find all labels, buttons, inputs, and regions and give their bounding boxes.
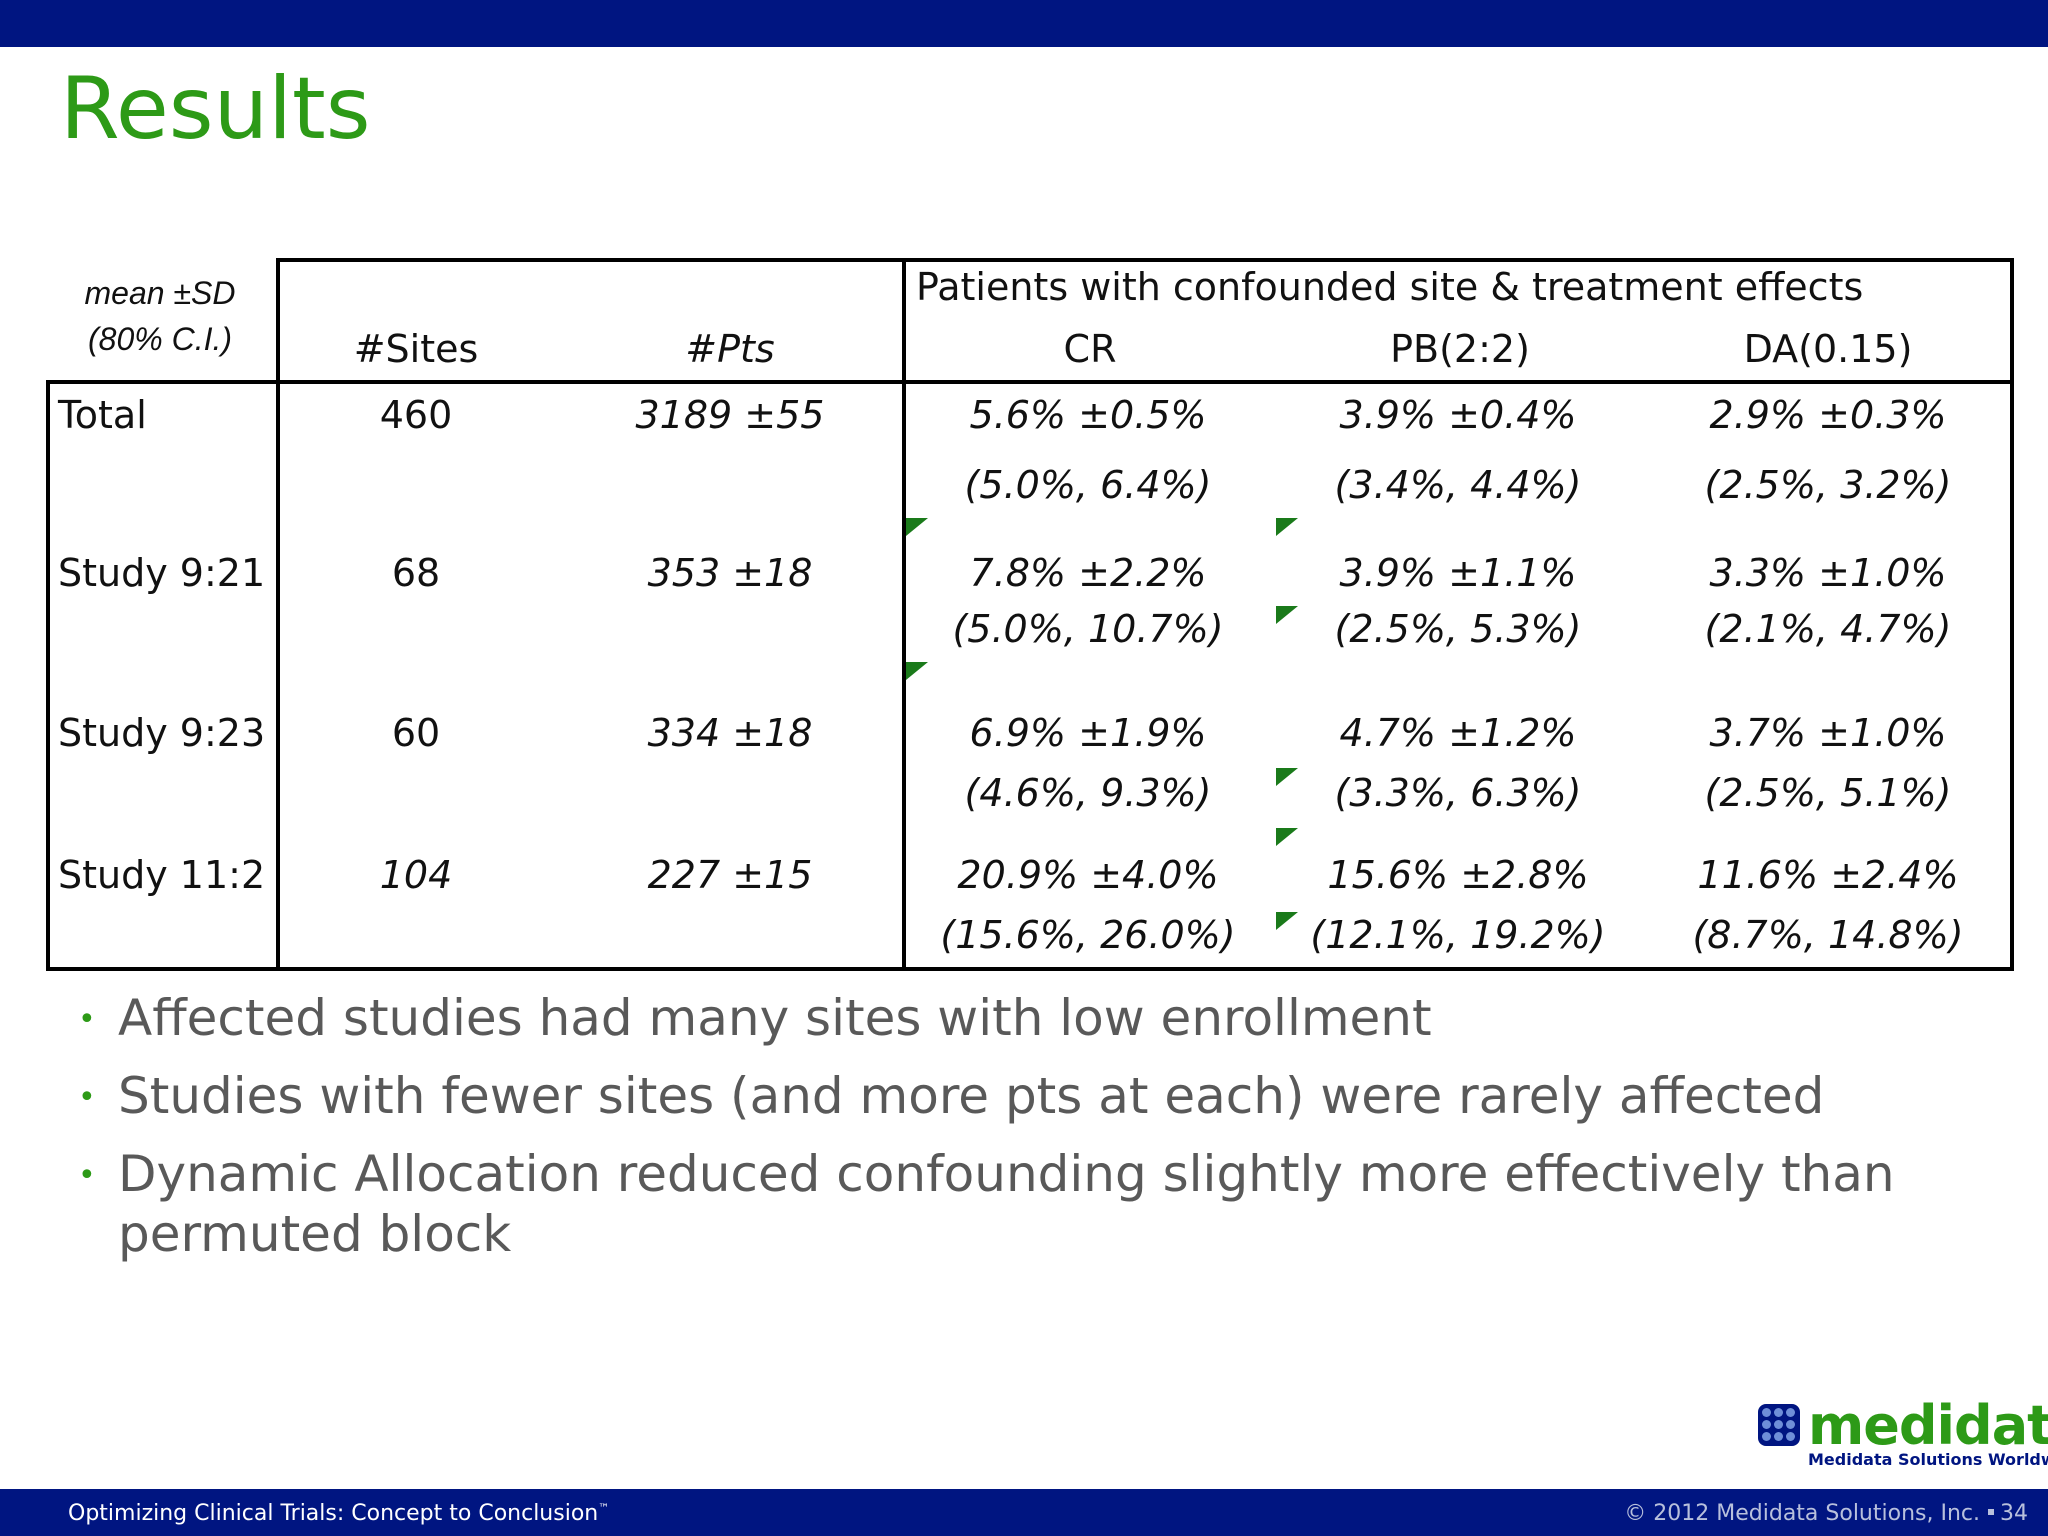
cell-pb: 15.6% ±2.8% (1327, 853, 1589, 897)
corner-note-line1: mean ±SD (84, 275, 236, 311)
bullet-item: • Dynamic Allocation reduced confounding … (78, 1144, 1978, 1264)
bullet-dot-icon: • (78, 1158, 96, 1193)
cell-pb-ci: (12.1%, 19.2%) (1310, 913, 1606, 957)
footer-tm: ™ (598, 1501, 610, 1515)
col-header-cr: CR (1063, 327, 1117, 371)
footer-copyright: © 2012 Medidata Solutions, Inc. (1624, 1501, 1980, 1526)
cell-da-ci: (2.1%, 4.7%) (1704, 607, 1952, 651)
bullet-item: • Affected studies had many sites with lo… (78, 988, 1978, 1048)
col-header-pts: #Pts (685, 327, 775, 371)
cell-pts: 334 ±18 (647, 711, 813, 755)
cell-pb-ci: (2.5%, 5.3%) (1334, 607, 1582, 651)
footer-left: Optimizing Clinical Trials: Concept to C… (68, 1501, 609, 1526)
comment-marker-icon (1276, 912, 1298, 930)
comment-marker-icon (1276, 828, 1298, 846)
comment-marker-icon (1276, 518, 1298, 536)
cell-cr-ci: (5.0%, 10.7%) (952, 607, 1224, 651)
cell-cr-ci: (5.0%, 6.4%) (964, 463, 1212, 507)
top-bar (0, 0, 2048, 47)
cell-pts: 353 ±18 (647, 551, 813, 595)
divider-group (902, 258, 906, 971)
row-label: Total (58, 393, 147, 437)
cell-pts: 3189 ±55 (635, 393, 825, 437)
cell-pb-ci: (3.3%, 6.3%) (1334, 771, 1582, 815)
cell-da: 2.9% ±0.3% (1709, 393, 1947, 437)
comment-marker-icon (1276, 768, 1298, 786)
logo-grid-icon (1758, 1404, 1800, 1446)
table-header-frame (276, 258, 2014, 384)
comment-marker-icon (1276, 606, 1298, 624)
col-header-da: DA(0.15) (1743, 327, 1913, 371)
cell-pb: 4.7% ±1.2% (1339, 711, 1577, 755)
cell-pb: 3.9% ±1.1% (1339, 551, 1577, 595)
cell-pb: 3.9% ±0.4% (1339, 393, 1577, 437)
cell-sites: 60 (391, 711, 441, 755)
cell-cr: 20.9% ±4.0% (957, 853, 1219, 897)
cell-pb-ci: (3.4%, 4.4%) (1334, 463, 1582, 507)
bullet-dot-icon: • (78, 1002, 96, 1037)
row-label: Study 9:21 (58, 551, 266, 595)
comment-marker-icon (906, 518, 928, 536)
medidata-logo: medidata Medidata Solutions Worldwide (1758, 1394, 2048, 1470)
logo-tagline: Medidata Solutions Worldwide (1808, 1450, 2048, 1469)
footer-bar: Optimizing Clinical Trials: Concept to C… (0, 1489, 2048, 1536)
cell-cr: 5.6% ±0.5% (969, 393, 1207, 437)
bullet-text: Studies with fewer sites (and more pts a… (118, 1067, 1825, 1125)
group-header: Patients with confounded site & treatmen… (916, 265, 1864, 309)
bullet-item: • Studies with fewer sites (and more pts … (78, 1066, 1978, 1126)
cell-sites: 104 (379, 853, 453, 897)
cell-da-ci: (2.5%, 5.1%) (1704, 771, 1952, 815)
page-number: 34 (2000, 1501, 2028, 1526)
row-label: Study 11:2 (58, 853, 266, 897)
footer-right: © 2012 Medidata Solutions, Inc. 34 (1624, 1501, 2028, 1526)
cell-pts: 227 ±15 (647, 853, 813, 897)
logo-wordmark: medidata (1808, 1394, 2048, 1457)
comment-marker-icon (906, 662, 928, 680)
cell-sites: 460 (379, 393, 453, 437)
corner-note-line2: (80% C.I.) (87, 321, 233, 357)
cell-cr-ci: (4.6%, 9.3%) (964, 771, 1212, 815)
slide-title: Results (60, 59, 371, 159)
cell-da: 3.3% ±1.0% (1709, 551, 1947, 595)
footer-course-title: Optimizing Clinical Trials: Concept to C… (68, 1501, 599, 1526)
cell-cr-ci: (15.6%, 26.0%) (940, 913, 1236, 957)
cell-da-ci: (2.5%, 3.2%) (1704, 463, 1952, 507)
col-header-pb: PB(2:2) (1390, 327, 1530, 371)
cell-da-ci: (8.7%, 14.8%) (1692, 913, 1964, 957)
bullet-list: • Affected studies had many sites with lo… (78, 988, 1978, 1282)
cell-cr: 7.8% ±2.2% (969, 551, 1207, 595)
cell-cr: 6.9% ±1.9% (969, 711, 1207, 755)
cell-sites: 68 (391, 551, 441, 595)
bullet-dot-icon: • (78, 1080, 96, 1115)
footer-square-icon (1988, 1509, 1994, 1515)
divider-label-col (276, 380, 280, 971)
cell-da: 3.7% ±1.0% (1709, 711, 1947, 755)
bullet-text: Affected studies had many sites with low… (118, 989, 1432, 1047)
row-label: Study 9:23 (58, 711, 266, 755)
table-corner-note: mean ±SD (80% C.I.) (60, 270, 260, 362)
cell-da: 11.6% ±2.4% (1697, 853, 1959, 897)
bullet-text: Dynamic Allocation reduced confounding s… (118, 1145, 1895, 1263)
col-header-sites: #Sites (353, 327, 479, 371)
